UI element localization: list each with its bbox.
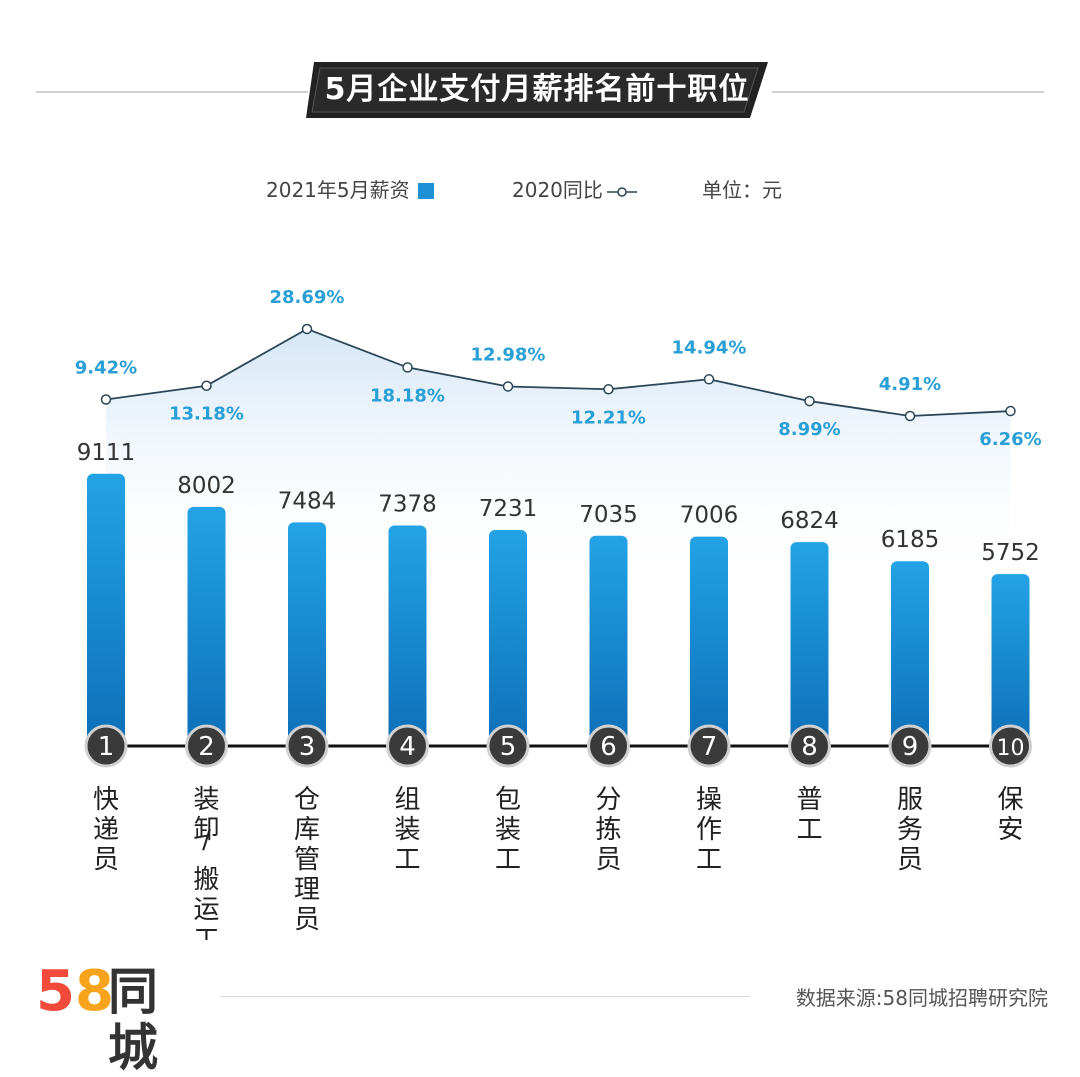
footer-rule: [220, 996, 750, 997]
bar: [891, 561, 929, 746]
rank-number: 3: [299, 732, 316, 762]
yoy-label: 13.18%: [169, 404, 244, 425]
bar-value-label: 7484: [278, 488, 337, 514]
yoy-point: [402, 362, 413, 373]
rank-badge: [587, 724, 630, 768]
category-label: 装卸/搬运工: [193, 785, 219, 940]
bar: [187, 506, 226, 746]
yoy-label: 14.94%: [672, 337, 747, 358]
chart-title: 5月企业支付月薪排名前十职位: [324, 72, 750, 107]
bar-value-label: 9111: [77, 440, 136, 466]
bar-value-label: 7035: [579, 502, 638, 528]
rank-badge: [989, 724, 1032, 768]
bar: [87, 473, 125, 746]
yoy-point: [201, 380, 212, 391]
rank-badge: [185, 724, 228, 768]
bar: [589, 535, 628, 746]
rank-number: 1: [98, 732, 115, 762]
bar-value-label: 7231: [479, 496, 538, 522]
yoy-label: 28.69%: [270, 287, 345, 308]
rank-number: 7: [701, 732, 718, 762]
logo-digits: 58: [36, 959, 114, 1024]
legend-bar-label: 2021年5月薪资: [266, 178, 410, 202]
rank-number: 8: [801, 732, 818, 762]
yoy-label: 9.42%: [75, 357, 137, 378]
legend-bar-swatch: [417, 183, 434, 199]
title-banner-shape: [306, 62, 768, 118]
yoy-line: [105, 327, 1011, 417]
rank-badge: [687, 724, 731, 768]
rank-badge: [386, 724, 429, 768]
category-label: 普工: [796, 785, 822, 845]
yoy-point: [502, 381, 514, 392]
yoy-label: 12.21%: [571, 407, 646, 428]
rank-number: 9: [902, 732, 919, 762]
yoy-point: [804, 395, 815, 407]
unit-label: 单位：元: [702, 178, 782, 202]
bar: [288, 522, 326, 746]
bar-value-label: 6185: [881, 527, 940, 553]
yoy-point: [100, 394, 112, 405]
bar: [790, 542, 829, 746]
line-area-fill: [106, 328, 1011, 586]
yoy-point: [301, 323, 313, 335]
yoy-label: 12.98%: [471, 344, 546, 365]
title-rule-right: [772, 91, 1044, 93]
bar: [388, 525, 427, 746]
category-label: 仓库管理员: [294, 785, 320, 935]
rank-number: 6: [600, 732, 617, 762]
category-label: 组装工: [394, 785, 420, 875]
bar-value-label: 7006: [680, 503, 739, 529]
category-label: 包装工: [495, 785, 521, 875]
yoy-label: 4.91%: [879, 374, 941, 395]
bar-value-label: 6824: [780, 508, 839, 534]
bar: [489, 529, 527, 746]
legend-line-label: 2020同比: [512, 178, 603, 202]
bar: [690, 536, 728, 746]
category-label: 服务员: [897, 785, 923, 875]
legend-line-symbol: [606, 186, 637, 197]
rank-badge: [486, 724, 530, 768]
rank-badge: [285, 724, 329, 768]
yoy-point: [603, 384, 614, 395]
legend-line: 2020同比: [512, 176, 637, 204]
bar-value-label: 8002: [177, 473, 236, 499]
yoy-point: [1005, 405, 1016, 417]
rank-number: 10: [997, 736, 1025, 761]
yoy-point: [703, 374, 715, 385]
legend-bar: 2021年5月薪资: [266, 176, 434, 204]
yoy-label: 8.99%: [778, 419, 840, 440]
title-rule-left: [36, 91, 308, 93]
bar-value-label: 7378: [378, 492, 437, 518]
category-label: 快递员: [93, 785, 119, 875]
logo-text: 同城: [108, 963, 158, 1077]
yoy-label: 6.26%: [979, 429, 1041, 450]
rank-number: 5: [500, 732, 517, 762]
yoy-point: [904, 410, 916, 422]
legend-unit: 单位：元: [702, 176, 782, 204]
bar-value-label: 5752: [981, 540, 1040, 566]
rank-badge: [788, 724, 831, 768]
rank-number: 4: [399, 732, 416, 762]
title-banner: 5月企业支付月薪排名前十职位: [306, 58, 768, 122]
category-label: 保安: [997, 785, 1023, 845]
rank-badge: [888, 724, 932, 768]
category-label: 操作工: [696, 785, 722, 875]
bar: [991, 574, 1030, 746]
rank-number: 2: [198, 732, 215, 762]
rank-badge: [84, 724, 128, 768]
data-source: 数据来源:58同城招聘研究院: [795, 986, 1048, 1010]
category-label: 分拣员: [595, 785, 621, 875]
yoy-label: 18.18%: [370, 385, 445, 406]
